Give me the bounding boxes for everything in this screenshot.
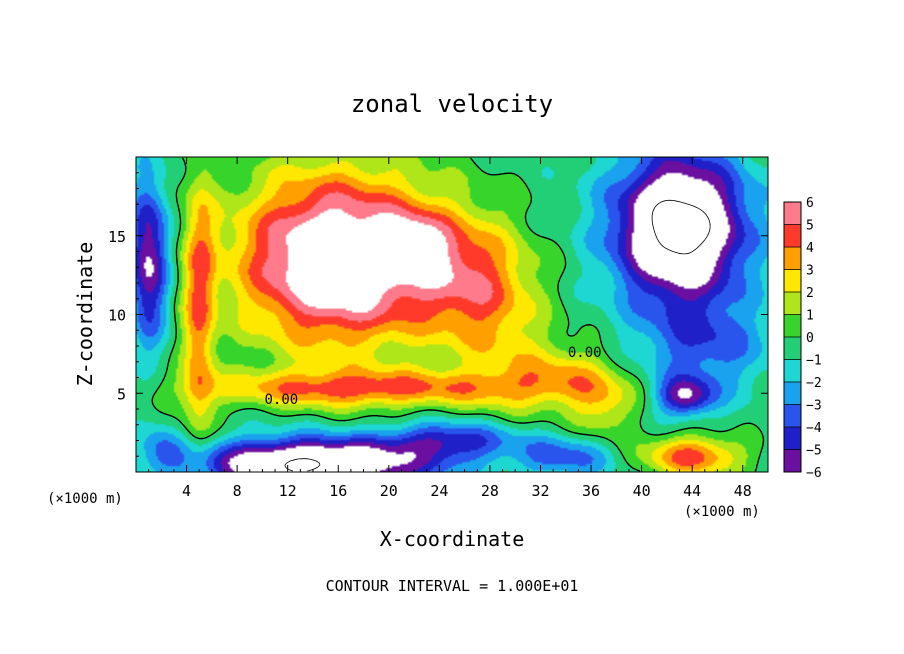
colorbar-swatch — [784, 224, 801, 248]
colorbar-tick-label: 0 — [806, 331, 814, 346]
contour-line-zero — [151, 157, 765, 472]
colorbar: 6 5 4 3 2 1 0 −1 −2 −3 −4 −5 −6 — [783, 196, 822, 481]
colorbar-swatch — [784, 427, 801, 450]
x-tick-label: 4 — [182, 482, 191, 500]
colorbar-tick-label: −1 — [806, 354, 822, 369]
colorbar-swatch — [784, 292, 801, 315]
x-axis-unit: (×1000 m) — [684, 504, 760, 520]
colorbar-tick-label: −3 — [806, 399, 822, 414]
x-axis-label: X-coordinate — [380, 527, 525, 551]
contour-line-negative — [284, 199, 711, 472]
contour-label: 0.00 — [568, 345, 602, 361]
contour-lines: 0.00 0.00 — [151, 157, 765, 472]
colorbar-tick-label: −5 — [806, 444, 822, 459]
colorbar-tick-label: 3 — [806, 264, 814, 279]
y-axis-unit: (×1000 m) — [47, 491, 123, 507]
x-tick-label: 40 — [633, 482, 651, 500]
x-tick-label: 48 — [734, 482, 752, 500]
colorbar-tick-label: 6 — [806, 196, 814, 211]
x-tick-label: 44 — [683, 482, 701, 500]
x-tick-label: 24 — [430, 482, 448, 500]
x-tick-label: 8 — [233, 482, 242, 500]
colorbar-tick-label: 2 — [806, 286, 814, 301]
y-tick-label: 5 — [117, 385, 126, 403]
x-axis-ticks: 4 8 12 16 20 24 28 32 36 40 44 48 — [148, 157, 756, 500]
x-tick-label: 16 — [329, 482, 347, 500]
chart-title: zonal velocity — [351, 90, 553, 118]
y-axis-label: Z-coordinate — [73, 242, 97, 387]
x-tick-label: 28 — [481, 482, 499, 500]
colorbar-tick-label: −6 — [806, 466, 822, 481]
y-tick-label: 15 — [108, 228, 126, 246]
colorbar-tick-label: −2 — [806, 376, 822, 391]
y-axis-ticks: 5 10 15 — [108, 172, 768, 457]
x-tick-label: 20 — [380, 482, 398, 500]
velocity-field — [136, 157, 768, 472]
colorbar-swatch — [784, 314, 801, 338]
colorbar-tick-label: 4 — [806, 241, 814, 256]
colorbar-swatch — [784, 247, 801, 270]
contour-interval-footer: CONTOUR INTERVAL = 1.000E+01 — [326, 577, 579, 595]
colorbar-swatch — [784, 359, 801, 383]
contour-label: 0.00 — [265, 392, 299, 408]
colorbar-tick-label: 5 — [806, 219, 814, 234]
x-tick-label: 36 — [582, 482, 600, 500]
colorbar-swatch — [784, 337, 801, 360]
colorbar-tick-label: 1 — [806, 309, 814, 324]
colorbar-swatch — [784, 202, 801, 225]
colorbar-swatch — [784, 269, 801, 293]
x-tick-label: 32 — [531, 482, 549, 500]
colorbar-swatch — [784, 404, 801, 428]
y-tick-label: 10 — [108, 307, 126, 325]
colorbar-tick-label: −4 — [806, 421, 822, 436]
colorbar-swatch — [784, 382, 801, 405]
colorbar-swatch — [784, 449, 801, 473]
x-tick-label: 12 — [279, 482, 297, 500]
